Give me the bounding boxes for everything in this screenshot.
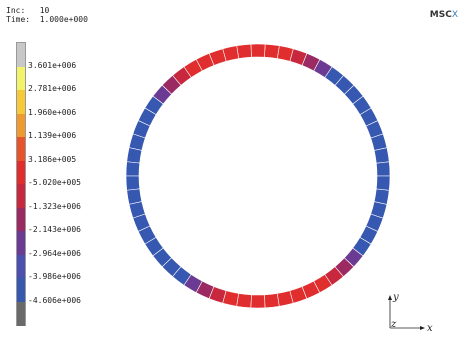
legend-swatch bbox=[17, 278, 25, 302]
coordinate-triad: x y z bbox=[388, 292, 433, 334]
legend-swatch bbox=[17, 90, 25, 114]
legend-swatch bbox=[17, 184, 25, 208]
legend-swatch bbox=[17, 43, 25, 67]
logo-text: MSC bbox=[429, 10, 452, 20]
legend-label: -4.606e+006 bbox=[28, 295, 81, 305]
legend-swatch bbox=[17, 231, 25, 255]
legend-label: -3.986e+006 bbox=[28, 272, 81, 281]
x-axis-label: x bbox=[427, 323, 433, 334]
legend-swatch bbox=[17, 137, 25, 161]
legend-swatch bbox=[17, 207, 25, 232]
ring-element[interactable] bbox=[250, 294, 266, 309]
x-axis-arrow-icon bbox=[420, 326, 425, 330]
time-readout: Time: 1.000e+000 bbox=[6, 15, 88, 25]
time-value: 1.000e+000 bbox=[39, 15, 88, 24]
msc-logo: MSCX bbox=[430, 10, 458, 20]
legend-label: -5.020e+005 bbox=[28, 178, 81, 187]
ring-element[interactable] bbox=[250, 43, 266, 58]
legend-label: 1.139e+006 bbox=[28, 131, 77, 140]
legend-swatch bbox=[17, 301, 25, 326]
logo-mark-icon: X bbox=[451, 10, 458, 20]
ring-element[interactable] bbox=[375, 175, 391, 191]
increment-value: 10 bbox=[39, 6, 50, 15]
increment-readout: Inc: 10 bbox=[6, 6, 49, 16]
legend-label: -2.964e+006 bbox=[28, 248, 81, 258]
legend-label: 3.186e+005 bbox=[28, 154, 77, 164]
y-axis-arrow-icon bbox=[388, 295, 392, 300]
legend-label: -1.323e+006 bbox=[28, 201, 81, 211]
ring-element[interactable] bbox=[264, 43, 280, 59]
z-axis-label: z bbox=[390, 319, 397, 330]
ring-element[interactable] bbox=[236, 293, 252, 309]
legend-swatch bbox=[17, 254, 25, 279]
legend-swatch bbox=[17, 160, 25, 185]
legend-swatch bbox=[17, 66, 25, 91]
legend-label: 1.960e+006 bbox=[28, 107, 77, 117]
legend-swatch bbox=[17, 113, 25, 138]
ring-element[interactable] bbox=[373, 188, 390, 205]
ring-element[interactable] bbox=[126, 147, 143, 164]
ring-element[interactable] bbox=[236, 43, 252, 59]
legend-label: -2.143e+006 bbox=[28, 225, 81, 234]
contour-legend-colorbar bbox=[16, 42, 26, 326]
increment-label: Inc: bbox=[6, 6, 26, 15]
time-label: Time: bbox=[6, 15, 31, 24]
ring-element[interactable] bbox=[264, 293, 280, 309]
ring-element[interactable] bbox=[125, 175, 141, 191]
legend-label: 3.601e+006 bbox=[28, 60, 77, 70]
legend-label: 2.781e+006 bbox=[28, 84, 77, 93]
ring-element[interactable] bbox=[375, 161, 391, 177]
ring-element[interactable] bbox=[125, 161, 141, 177]
y-axis-label: y bbox=[392, 292, 399, 303]
